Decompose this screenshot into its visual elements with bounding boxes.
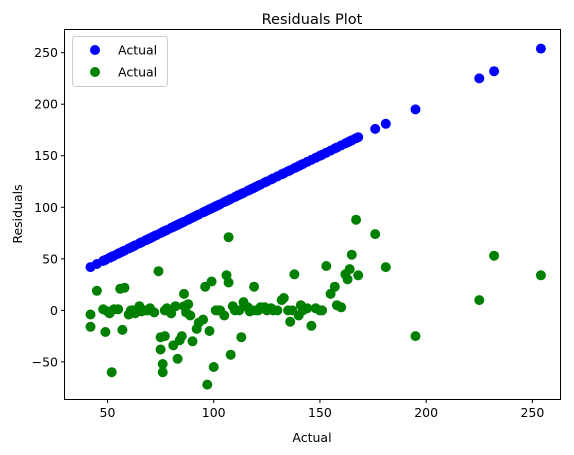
- data-point-series-1: [474, 73, 485, 84]
- legend: Actual Actual: [72, 36, 168, 87]
- x-tick-label: 250: [520, 405, 544, 420]
- data-point-series-2: [474, 295, 485, 306]
- x-axis-label: Actual: [292, 430, 331, 445]
- data-point-series-2: [223, 277, 234, 288]
- data-point-series-1: [489, 66, 500, 77]
- data-point-series-2: [85, 321, 96, 332]
- data-point-series-2: [157, 367, 168, 378]
- data-point-series-2: [249, 281, 260, 292]
- data-point-series-2: [166, 308, 177, 319]
- data-point-series-2: [183, 299, 194, 310]
- data-point-series-2: [119, 282, 130, 293]
- x-tick-label: 150: [308, 405, 332, 420]
- data-point-series-2: [302, 303, 313, 314]
- legend-label-series-1: Actual: [118, 43, 157, 58]
- data-point-series-2: [410, 331, 421, 342]
- data-point-series-2: [329, 281, 340, 292]
- data-point-series-2: [149, 307, 160, 318]
- chart-title: Residuals Plot: [262, 12, 363, 28]
- data-point-series-2: [155, 344, 166, 355]
- data-point-series-2: [117, 324, 128, 335]
- data-point-series-2: [100, 327, 111, 337]
- legend-marker-series-1: [90, 45, 100, 55]
- y-tick-label: 0: [50, 303, 58, 318]
- y-tick-label: 100: [34, 200, 58, 215]
- data-point-series-2: [223, 232, 234, 243]
- data-point-series-1: [370, 123, 381, 134]
- data-point-series-2: [204, 326, 215, 336]
- y-tick-label: −50: [32, 354, 58, 369]
- data-point-series-2: [317, 305, 328, 316]
- data-point-series-2: [202, 379, 213, 390]
- data-point-series-2: [342, 274, 353, 285]
- data-point-series-2: [85, 309, 96, 320]
- data-point-series-2: [106, 367, 117, 378]
- legend-marker-series-2: [90, 67, 100, 77]
- data-point-series-2: [289, 269, 300, 280]
- data-point-series-2: [344, 264, 355, 275]
- data-point-series-2: [179, 288, 189, 299]
- data-point-series-2: [234, 305, 245, 316]
- ticks-layer: 50 100 150 200 250 −50 0 50 100 150 200 250: [32, 45, 545, 420]
- data-point-series-2: [159, 331, 170, 342]
- data-point-series-2: [336, 302, 347, 313]
- x-tick-label: 200: [414, 405, 438, 420]
- y-axis-label: Residuals: [10, 184, 25, 243]
- data-point-series-2: [187, 336, 198, 347]
- data-point-series-2: [236, 332, 247, 343]
- y-tick-label: 50: [42, 251, 58, 266]
- data-point-series-2: [351, 214, 362, 225]
- data-point-series-1: [353, 132, 364, 143]
- data-point-series-2: [535, 270, 546, 281]
- data-point-series-2: [208, 362, 219, 372]
- data-point-series-2: [272, 305, 283, 316]
- y-tick-label: 200: [34, 97, 58, 112]
- data-point-series-2: [113, 304, 124, 315]
- data-point-series-2: [185, 310, 196, 321]
- legend-label-series-2: Actual: [118, 65, 157, 80]
- data-point-series-2: [91, 285, 102, 296]
- data-point-series-2: [206, 276, 217, 287]
- data-point-series-2: [219, 310, 230, 321]
- data-point-series-2: [170, 301, 181, 312]
- data-point-series-2: [153, 266, 164, 277]
- data-point-series-2: [353, 270, 364, 281]
- plot-frame: [64, 29, 561, 400]
- data-point-series-2: [306, 320, 317, 331]
- data-point-series-2: [370, 229, 381, 240]
- data-point-series-2: [346, 249, 357, 260]
- data-point-series-2: [321, 261, 332, 271]
- data-point-series-2: [198, 314, 209, 325]
- data-point-series-1: [410, 104, 421, 115]
- data-point-series-2: [157, 359, 168, 369]
- x-tick-label: 100: [202, 405, 226, 420]
- data-point-series-1: [380, 118, 391, 129]
- data-point-series-2: [176, 331, 187, 342]
- x-tick-label: 50: [100, 405, 116, 420]
- data-point-series-1: [535, 43, 546, 54]
- data-point-series-2: [172, 353, 183, 364]
- data-point-series-2: [489, 250, 500, 261]
- data-point-series-2: [278, 293, 289, 303]
- points-layer: [85, 43, 546, 390]
- data-point-series-2: [285, 316, 296, 327]
- data-point-series-2: [225, 349, 236, 360]
- y-tick-label: 250: [34, 45, 58, 60]
- data-point-series-2: [380, 262, 391, 273]
- y-tick-label: 150: [34, 148, 58, 163]
